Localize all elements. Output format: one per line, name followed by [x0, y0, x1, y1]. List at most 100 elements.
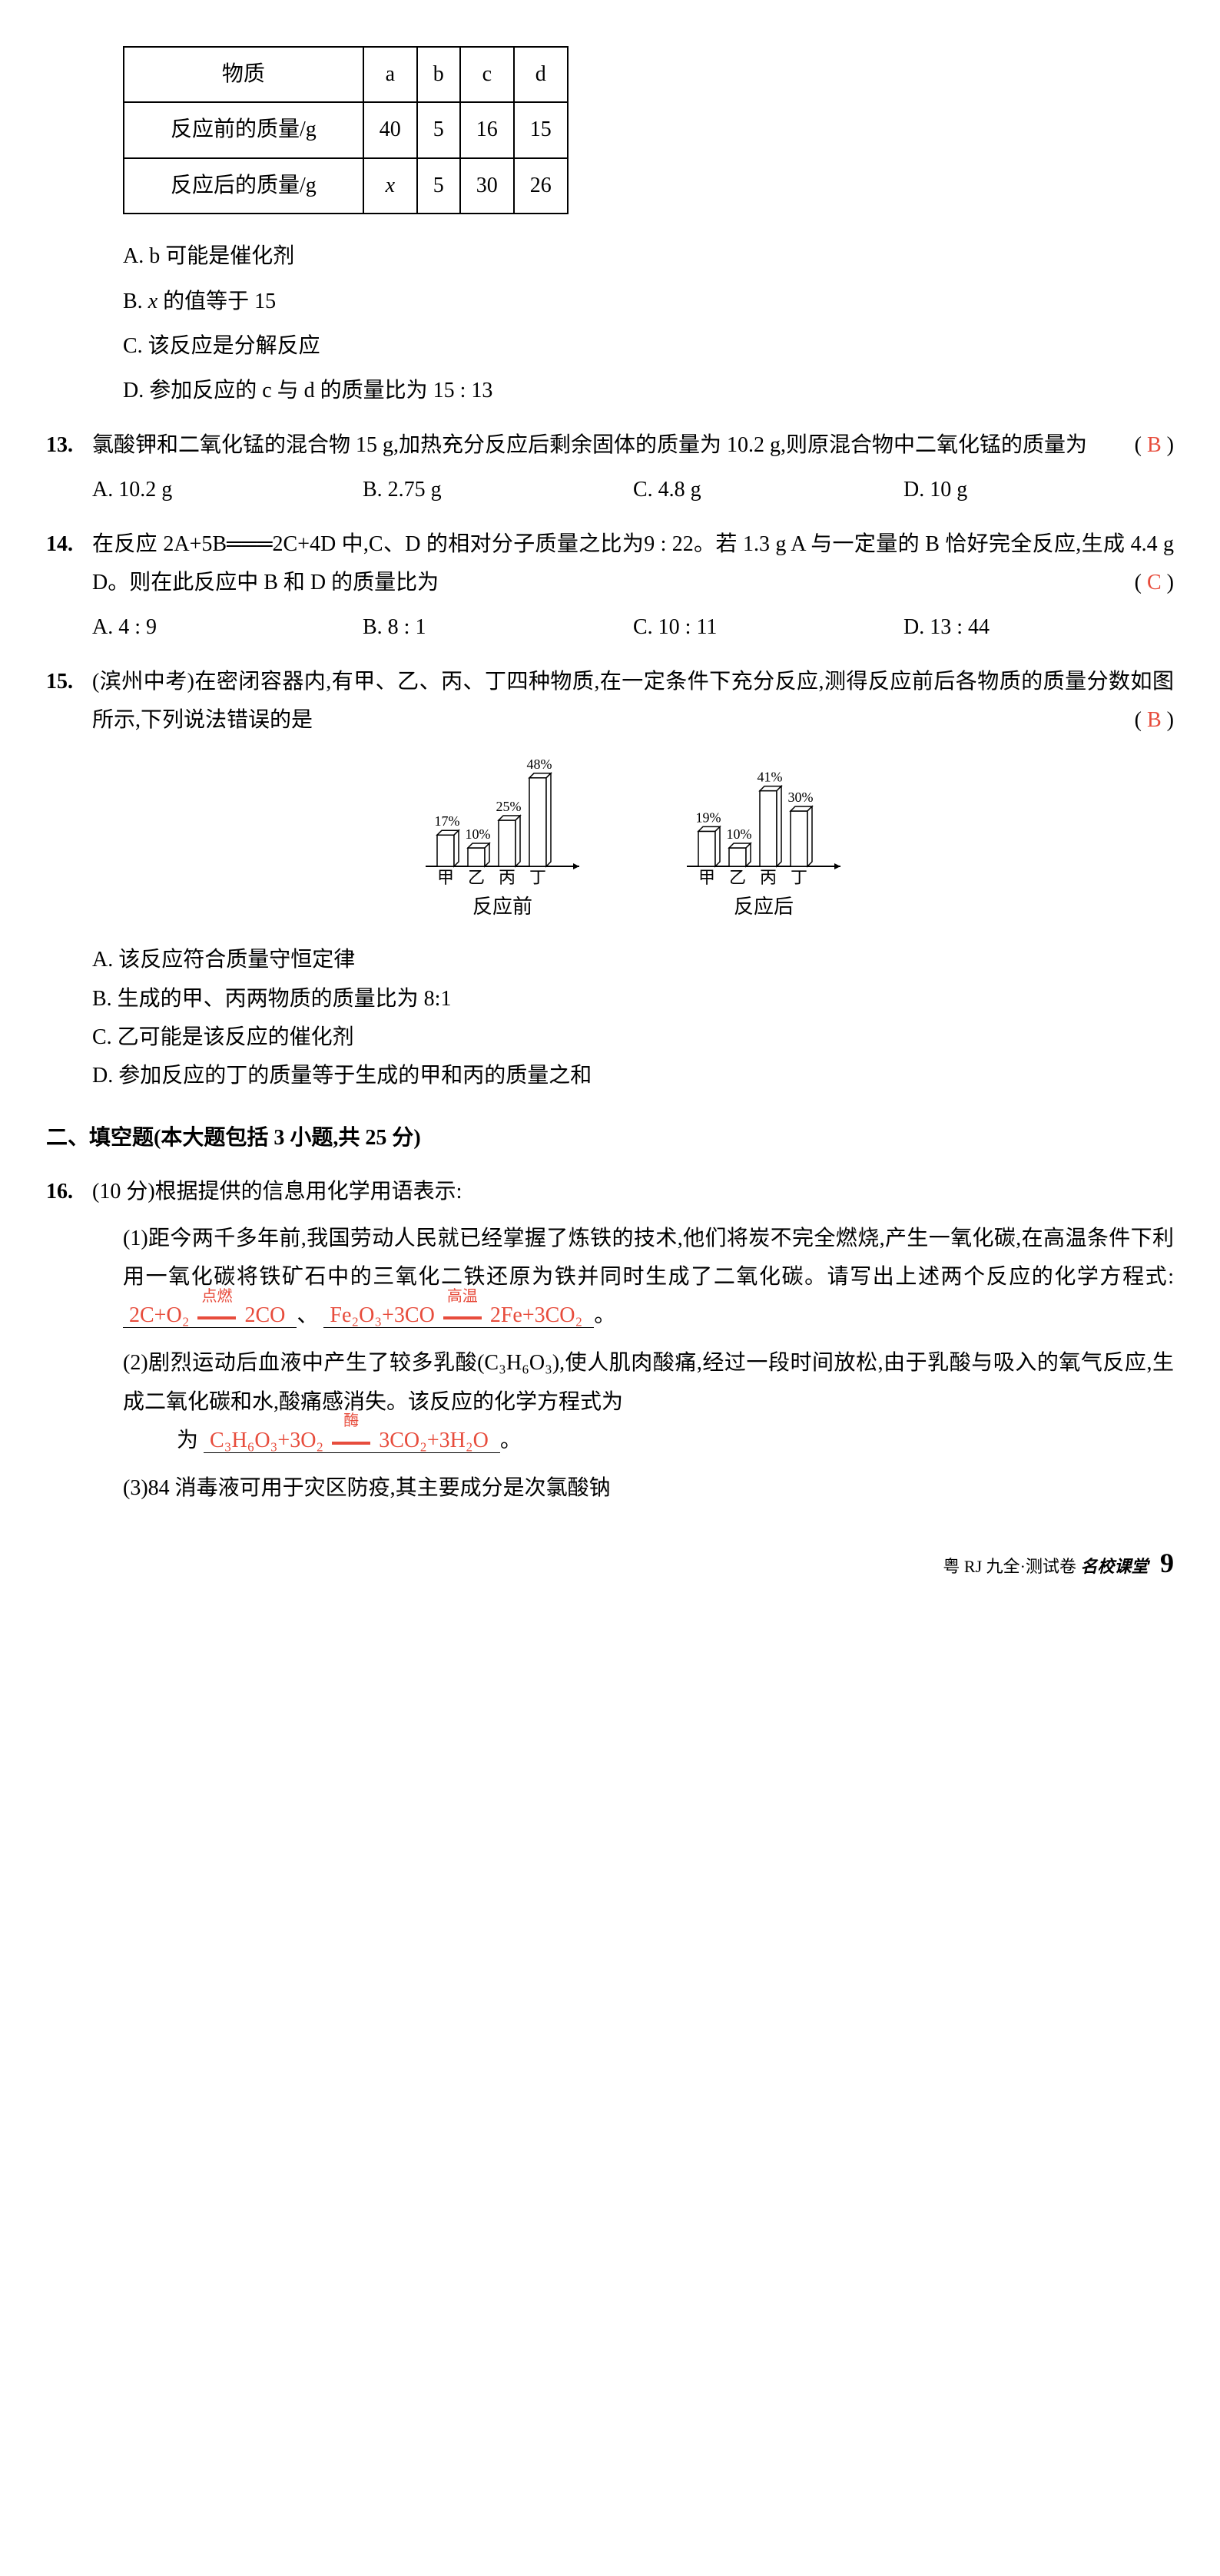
equation-3: C₃H₆O₃+3O₂ 酶 3CO₂+3H₂O — [204, 1429, 500, 1453]
table-header-cell: b — [417, 47, 460, 102]
option-a: A. 4 : 9 — [92, 608, 363, 647]
eq3-right: 3CO₂+3H₂O — [379, 1429, 489, 1452]
q-text: 氯酸钾和二氧化锰的混合物 15 g,加热充分反应后剩余固体的质量为 10.2 g… — [92, 426, 1174, 465]
svg-text:10%: 10% — [727, 826, 752, 842]
sub-label: (2) — [123, 1351, 148, 1375]
eq1-left: 2C+O₂ — [129, 1303, 189, 1327]
eq3-left: C₃H₆O₃+3O₂ — [210, 1429, 323, 1452]
table-header-cell: a — [363, 47, 417, 102]
period: 。 — [500, 1429, 522, 1452]
table-cell: 5 — [417, 158, 460, 214]
table-header-cell: 物质 — [124, 47, 363, 102]
equation-2: Fe₂O₃+3CO 高温 2Fe+3CO₂ — [323, 1303, 594, 1328]
option-a: A. b 可能是催化剂 — [123, 237, 1174, 276]
option-a: A. 10.2 g — [92, 471, 363, 509]
svg-text:10%: 10% — [466, 826, 491, 842]
q16-intro: (10 分)根据提供的信息用化学用语表示: — [92, 1173, 1174, 1211]
option-b: B. x 的值等于 15 — [123, 283, 1174, 321]
table-cell: 40 — [363, 102, 417, 157]
eq2-left: Fe₂O₃+3CO — [330, 1303, 434, 1327]
bar-chart-before: 17%甲10%乙25%丙48%丁 — [418, 755, 587, 886]
svg-text:25%: 25% — [496, 799, 522, 814]
option-c: C. 乙可能是该反应的催化剂 — [92, 1018, 1174, 1057]
svg-text:甲: 甲 — [698, 868, 715, 886]
sub2-text: 剧烈运动后血液中产生了较多乳酸(C₃H₆O₃),使人肌肉酸痛,经过一段时间放松,… — [123, 1351, 1174, 1413]
eq-prefix: 为 — [177, 1429, 198, 1452]
sub-q-3: (3)84 消毒液可用于灾区防疫,其主要成分是次氯酸钠 — [123, 1469, 1174, 1508]
chart-after: 19%甲10%乙41%丙30%丁 反应后 — [679, 755, 848, 925]
mass-table: 物质 a b c d 反应前的质量/g 40 5 16 15 反应后的质量/g … — [123, 46, 569, 214]
option-d: D. 参加反应的 c 与 d 的质量比为 15 : 13 — [123, 372, 1174, 410]
page-footer: 粤 RJ 九全·测试卷 名校课堂 9 — [46, 1538, 1174, 1588]
sub2-eq-line: 为 C₃H₆O₃+3O₂ 酶 3CO₂+3H₂O 。 — [177, 1422, 1174, 1462]
svg-text:48%: 48% — [527, 757, 552, 772]
q-text: (滨州中考)在密闭容器内,有甲、乙、丙、丁四种物质,在一定条件下充分反应,测得反… — [92, 663, 1174, 740]
q-number: 16. — [46, 1173, 92, 1508]
equation-1: 2C+O₂ 点燃 2CO — [123, 1303, 297, 1328]
eq1-right: 2CO — [244, 1303, 285, 1327]
reaction-arrow: 高温 — [443, 1298, 482, 1336]
svg-text:19%: 19% — [696, 810, 721, 826]
svg-text:丁: 丁 — [529, 868, 546, 886]
answer: B — [1147, 708, 1162, 732]
question-16: 16. (10 分)根据提供的信息用化学用语表示: (1)距今两千多年前,我国劳… — [46, 1173, 1174, 1508]
svg-text:乙: 乙 — [729, 868, 746, 886]
q14-text: 在反应 2A+5B═══2C+4D 中,C、D 的相对分子质量之比为9 : 22… — [92, 532, 1174, 594]
table-row: 反应前的质量/g 40 5 16 15 — [124, 102, 568, 157]
sub1-text: 距今两千多年前,我国劳动人民就已经掌握了炼铁的技术,他们将炭不完全燃烧,产生一氧… — [123, 1227, 1174, 1289]
eq1-cond: 点燃 — [197, 1283, 236, 1310]
reaction-arrow: 点燃 — [197, 1298, 236, 1336]
q-number: 15. — [46, 663, 92, 1096]
italic-x: x — [386, 174, 395, 197]
table-header-cell: c — [460, 47, 514, 102]
svg-text:丁: 丁 — [791, 868, 807, 886]
chart-before: 17%甲10%乙25%丙48%丁 反应前 — [418, 755, 587, 925]
sep: 、 — [297, 1303, 318, 1327]
chart-label: 反应前 — [418, 889, 587, 925]
options-row: A. 4 : 9 B. 8 : 1 C. 10 : 11 D. 13 : 44 — [92, 608, 1174, 647]
chart-label: 反应后 — [679, 889, 848, 925]
bar-chart-after: 19%甲10%乙41%丙30%丁 — [679, 755, 848, 886]
options-row: A. 10.2 g B. 2.75 g C. 4.8 g D. 10 g — [92, 471, 1174, 509]
table-row: 反应后的质量/g x 5 30 26 — [124, 158, 568, 214]
footer-text: 粤 RJ 九全·测试卷 — [943, 1557, 1076, 1576]
option-d: D. 13 : 44 — [903, 608, 1174, 647]
charts: 17%甲10%乙25%丙48%丁 反应前 19%甲10%乙41%丙30%丁 反应… — [92, 755, 1174, 925]
table-cell: 26 — [514, 158, 568, 214]
option-d: D. 参加反应的丁的质量等于生成的甲和丙的质量之和 — [92, 1057, 1174, 1095]
option-b: B. 2.75 g — [363, 471, 633, 509]
sub-label: (3) — [123, 1476, 148, 1500]
sub-q-2: (2)剧烈运动后血液中产生了较多乳酸(C₃H₆O₃),使人肌肉酸痛,经过一段时间… — [123, 1344, 1174, 1422]
table-cell: 反应后的质量/g — [124, 158, 363, 214]
option-c: C. 10 : 11 — [633, 608, 903, 647]
svg-text:30%: 30% — [788, 790, 814, 805]
q-number: 14. — [46, 525, 92, 647]
answer: B — [1147, 433, 1162, 457]
question-14: 14. 在反应 2A+5B═══2C+4D 中,C、D 的相对分子质量之比为9 … — [46, 525, 1174, 647]
page-number: 9 — [1160, 1548, 1174, 1578]
table-header-cell: d — [514, 47, 568, 102]
section-2-title: 二、填空题(本大题包括 3 小题,共 25 分) — [46, 1119, 1174, 1157]
q13-text: 氯酸钾和二氧化锰的混合物 15 g,加热充分反应后剩余固体的质量为 10.2 g… — [92, 433, 1087, 457]
option-b: B. 8 : 1 — [363, 608, 633, 647]
footer-brand: 名校课堂 — [1080, 1557, 1148, 1576]
period: 。 — [594, 1303, 615, 1327]
sub-label: (1) — [123, 1227, 148, 1250]
table-header-row: 物质 a b c d — [124, 47, 568, 102]
svg-text:17%: 17% — [435, 814, 460, 829]
option-b: B. 生成的甲、丙两物质的质量比为 8:1 — [92, 980, 1174, 1018]
question-13: 13. 氯酸钾和二氧化锰的混合物 15 g,加热充分反应后剩余固体的质量为 10… — [46, 426, 1174, 510]
reaction-arrow: 酶 — [332, 1422, 370, 1461]
table-cell: 30 — [460, 158, 514, 214]
svg-text:甲: 甲 — [437, 868, 454, 886]
q-text: 在反应 2A+5B═══2C+4D 中,C、D 的相对分子质量之比为9 : 22… — [92, 525, 1174, 603]
table-cell: x — [363, 158, 417, 214]
option-c: C. 4.8 g — [633, 471, 903, 509]
question-15: 15. (滨州中考)在密闭容器内,有甲、乙、丙、丁四种物质,在一定条件下充分反应… — [46, 663, 1174, 1096]
table-cell: 15 — [514, 102, 568, 157]
table-cell: 16 — [460, 102, 514, 157]
option-c: C. 该反应是分解反应 — [123, 327, 1174, 366]
eq2-cond: 高温 — [443, 1283, 482, 1310]
option-a: A. 该反应符合质量守恒定律 — [92, 941, 1174, 979]
svg-text:乙: 乙 — [468, 868, 485, 886]
